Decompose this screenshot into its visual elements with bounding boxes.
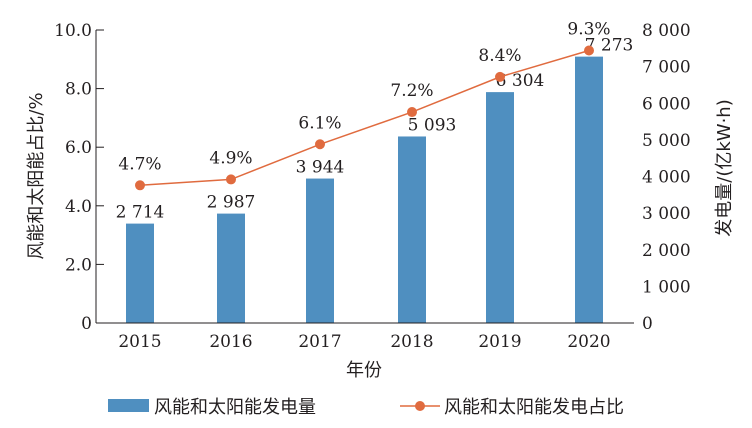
legend-bar-label: 风能和太阳能发电量 (154, 397, 316, 418)
right-tick-label: 3 000 (642, 204, 691, 224)
left-tick-label: 2.0 (65, 255, 92, 275)
share-value-label: 4.7% (118, 154, 161, 174)
right-tick-label: 8 000 (642, 21, 691, 41)
share-value-label: 8.4% (478, 46, 521, 66)
share-point-2017 (315, 139, 325, 150)
left-tick-label: 6.0 (65, 138, 92, 158)
left-tick-label: 4.0 (65, 197, 92, 217)
share-point-2019 (495, 71, 505, 82)
legend-line-label: 风能和太阳能发电占比 (444, 397, 624, 418)
right-tick-label: 4 000 (642, 168, 691, 188)
x-tick-label: 2019 (478, 332, 521, 352)
share-value-label: 6.1% (298, 113, 341, 133)
x-tick-label: 2018 (390, 332, 433, 352)
left-tick-label: 0 (81, 314, 92, 334)
share-value-label: 4.9% (209, 148, 252, 168)
share-point-2016 (226, 174, 236, 185)
bar-value-label: 7 273 (585, 36, 634, 56)
share-line (139, 49, 590, 187)
right-tick-label: 6 000 (642, 94, 691, 114)
bar-2017 (306, 178, 334, 323)
bar-2020 (575, 56, 603, 323)
bar-2016 (217, 213, 245, 323)
x-tick-label: 2020 (567, 332, 610, 352)
right-tick-label: 5 000 (642, 131, 691, 151)
share-point-2015 (135, 180, 145, 191)
bar-value-label: 2 714 (116, 203, 165, 223)
bar-2015 (126, 223, 154, 323)
bar-value-label: 5 093 (408, 115, 457, 135)
legend-line-marker (415, 401, 425, 411)
right-tick-label: 7 000 (642, 58, 691, 78)
x-tick-label: 2015 (118, 332, 161, 352)
share-point-2018 (407, 107, 417, 118)
right-tick-label: 1 000 (642, 277, 691, 297)
bar-2018 (398, 136, 426, 323)
right-tick-label: 0 (642, 314, 653, 334)
x-axis-title: 年份 (346, 360, 382, 381)
left-tick-label: 10.0 (54, 21, 92, 41)
left-axis-title: 风能和太阳能占比/% (26, 92, 47, 259)
share-value-label: 7.2% (390, 81, 433, 101)
right-tick-label: 2 000 (642, 241, 691, 261)
bar-value-label: 2 987 (207, 193, 256, 213)
bar-2019 (486, 92, 514, 323)
x-tick-label: 2016 (209, 332, 252, 352)
share-point-2020 (584, 45, 594, 56)
legend-bar-swatch (108, 399, 149, 412)
left-tick-label: 8.0 (65, 80, 92, 100)
bar-value-label: 6 304 (496, 71, 545, 91)
bar-value-label: 3 944 (296, 158, 345, 178)
right-axis-title: 发电量/(亿kW·h) (714, 99, 735, 236)
x-tick-label: 2017 (298, 332, 341, 352)
share-value-label: 9.3% (567, 20, 610, 40)
legend: 风能和太阳能发电量 风能和太阳能发电占比 (108, 397, 624, 418)
